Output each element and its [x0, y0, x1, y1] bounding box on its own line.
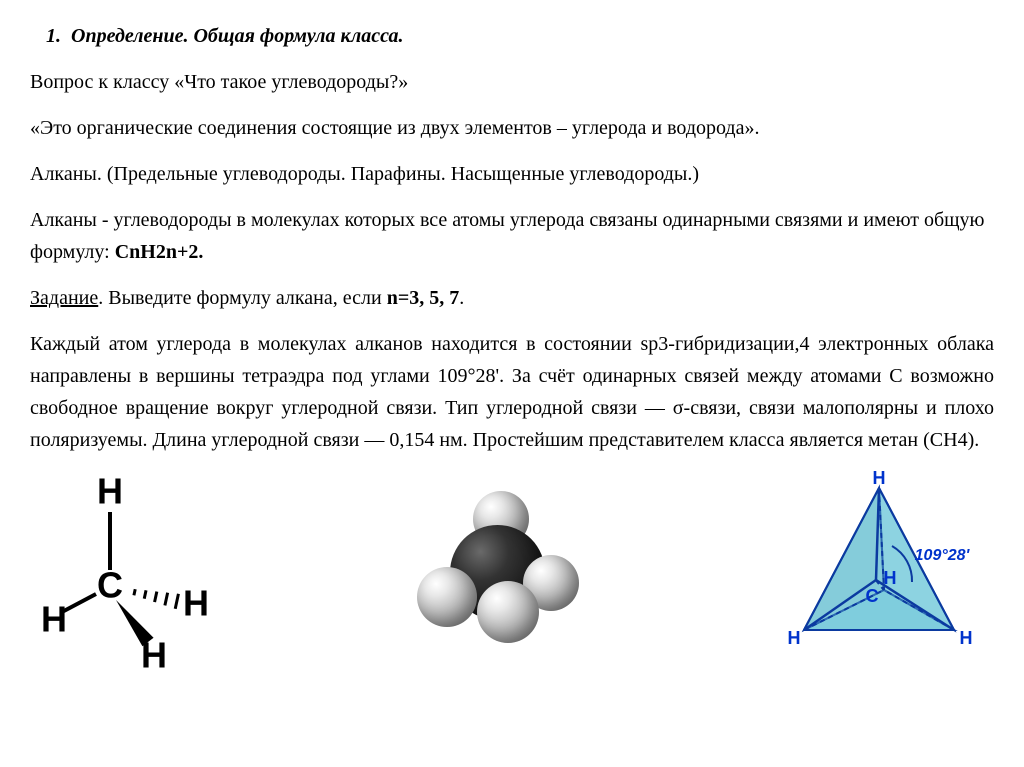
svg-text:H: H [141, 635, 167, 670]
methane-tetrahedron-diagram: HHHHC109°28' [774, 470, 984, 670]
figures-row: CHHHH HHHHC109°28' [30, 470, 994, 670]
svg-text:C: C [866, 586, 879, 606]
task-values: n=3, 5, 7 [387, 287, 460, 309]
paragraph-alkanes-names: Алканы. (Предельные углеводороды. Парафи… [30, 158, 994, 190]
task-end: . [459, 287, 464, 309]
svg-text:H: H [884, 568, 897, 588]
paragraph-question: Вопрос к классу «Что такое углеводороды?… [30, 66, 994, 98]
general-formula: CnH2n+2. [115, 241, 204, 263]
hydrogen-sphere [477, 581, 539, 643]
task-mid: . Выведите формулу алкана, если [98, 287, 386, 309]
svg-text:C: C [97, 565, 123, 606]
svg-text:H: H [97, 471, 123, 512]
svg-text:109°28': 109°28' [915, 547, 971, 564]
svg-text:H: H [183, 583, 209, 624]
heading-number: 1. [46, 25, 61, 47]
paragraph-hybridization: Каждый атом углерода в молекулах алканов… [30, 328, 994, 456]
section-heading: 1. Определение. Общая формула класса. [30, 20, 994, 52]
task-label: Задание [30, 287, 98, 309]
heading-title: Определение. Общая формула класса. [71, 25, 404, 47]
methane-structural-formula: CHHHH [40, 470, 215, 670]
svg-text:H: H [41, 599, 67, 640]
hydrogen-sphere [417, 567, 477, 627]
svg-text:H: H [788, 628, 801, 648]
paragraph-task: Задание. Выведите формулу алкана, если n… [30, 282, 994, 314]
paragraph-alkanes-def: Алканы - углеводороды в молекулах которы… [30, 204, 994, 268]
svg-text:H: H [873, 470, 886, 488]
svg-text:H: H [960, 628, 973, 648]
paragraph-answer: «Это органические соединения состоящие и… [30, 112, 994, 144]
methane-space-filling-model [395, 485, 595, 655]
